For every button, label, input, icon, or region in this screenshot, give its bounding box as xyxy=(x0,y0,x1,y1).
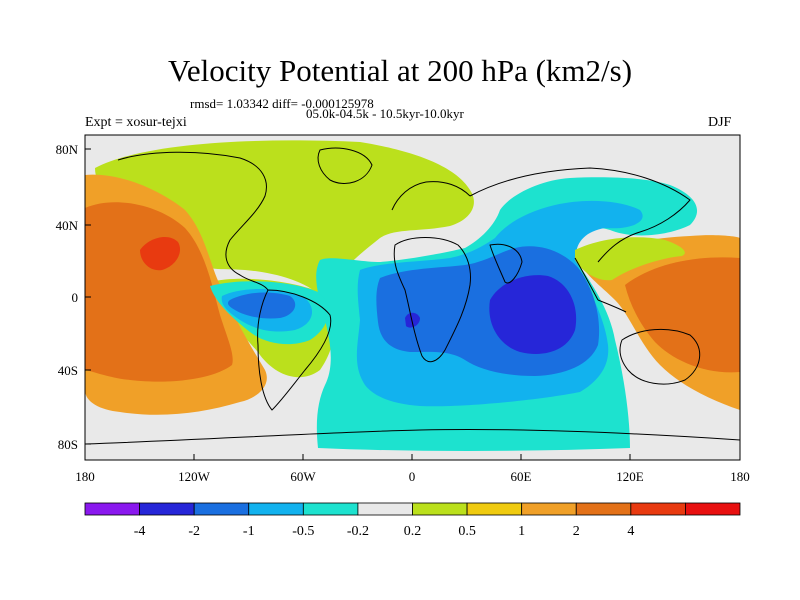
lon-tick-labels: 180 120W 60W 0 60E 120E 180 xyxy=(75,469,750,484)
colorbar-label: 2 xyxy=(573,524,580,539)
coast-north-america xyxy=(117,151,269,291)
lon-label-120W: 120W xyxy=(178,469,211,484)
lat-label-80S: 80S xyxy=(58,437,78,452)
contour-darkorange-east-pacific xyxy=(625,257,740,373)
colorbar-box xyxy=(84,502,140,516)
coast-greenland xyxy=(317,147,373,184)
colorbar-label: 1 xyxy=(518,524,525,539)
contour-darkorange-west-pacific xyxy=(85,202,233,382)
colorbar-box xyxy=(685,502,741,516)
stats-line: rmsd= 1.03342 diff= -0.000125978 xyxy=(190,96,374,111)
lat-label-40S: 40S xyxy=(58,363,78,378)
colorbar-label: 0.2 xyxy=(404,524,422,539)
contour-deepblue-indian xyxy=(489,275,577,354)
coast-europe xyxy=(391,181,471,211)
lat-label-80N: 80N xyxy=(56,142,79,157)
period-line: 05.0k-04.5k - 10.5kyr-10.0kyr xyxy=(306,106,464,121)
chart-title: Velocity Potential at 200 hPa (km2/s) xyxy=(167,53,633,88)
colorbar-label: -1 xyxy=(243,524,255,539)
coast-australia xyxy=(619,328,700,385)
coast-africa xyxy=(393,237,471,363)
coastlines xyxy=(85,147,740,445)
coast-india xyxy=(489,243,523,284)
colorbar-box xyxy=(139,502,195,516)
colorbar-box xyxy=(412,502,468,516)
contour-green-east-pacific xyxy=(575,237,685,281)
lon-label-0: 0 xyxy=(409,469,416,484)
colorbar: -4 -2 -1 -0.5 -0.2 0.2 0.5 1 2 4 xyxy=(84,502,741,539)
contour-red-west-pacific xyxy=(140,236,181,271)
colorbar-box xyxy=(357,502,413,516)
colorbar-label: -4 xyxy=(134,524,146,539)
lon-label-60E: 60E xyxy=(511,469,532,484)
lon-label-180w: 180 xyxy=(75,469,95,484)
coast-antarctica xyxy=(85,428,740,445)
lat-label-0: 0 xyxy=(72,290,79,305)
coast-south-america xyxy=(257,289,332,411)
colorbar-box xyxy=(575,502,632,516)
contour-deepblue-atlantic xyxy=(405,312,420,328)
lon-label-180e: 180 xyxy=(730,469,750,484)
colorbar-label: -0.2 xyxy=(347,524,369,539)
coast-asia xyxy=(469,167,691,263)
contour-field xyxy=(85,135,740,460)
colorbar-label: -0.5 xyxy=(292,524,314,539)
colorbar-box xyxy=(521,502,577,516)
experiment-label: Expt = xosur-tejxi xyxy=(85,115,187,130)
lat-tick-labels: 80N 40N 0 40S 80S xyxy=(56,142,79,452)
lon-label-120E: 120E xyxy=(616,469,644,484)
season-label: DJF xyxy=(708,115,732,130)
colorbar-label: -2 xyxy=(188,524,200,539)
colorbar-box xyxy=(302,502,359,516)
contour-yellowgreen-north xyxy=(95,140,474,297)
axis-ticks xyxy=(84,148,741,460)
colorbar-box xyxy=(248,502,304,516)
colorbar-label: 4 xyxy=(627,524,634,539)
lat-label-40N: 40N xyxy=(56,218,79,233)
coast-southeast-asia xyxy=(574,257,627,313)
colorbar-box xyxy=(193,502,250,516)
colorbar-box xyxy=(466,502,523,516)
lon-label-60W: 60W xyxy=(290,469,316,484)
colorbar-box xyxy=(630,502,686,516)
colorbar-label: 0.5 xyxy=(458,524,476,539)
